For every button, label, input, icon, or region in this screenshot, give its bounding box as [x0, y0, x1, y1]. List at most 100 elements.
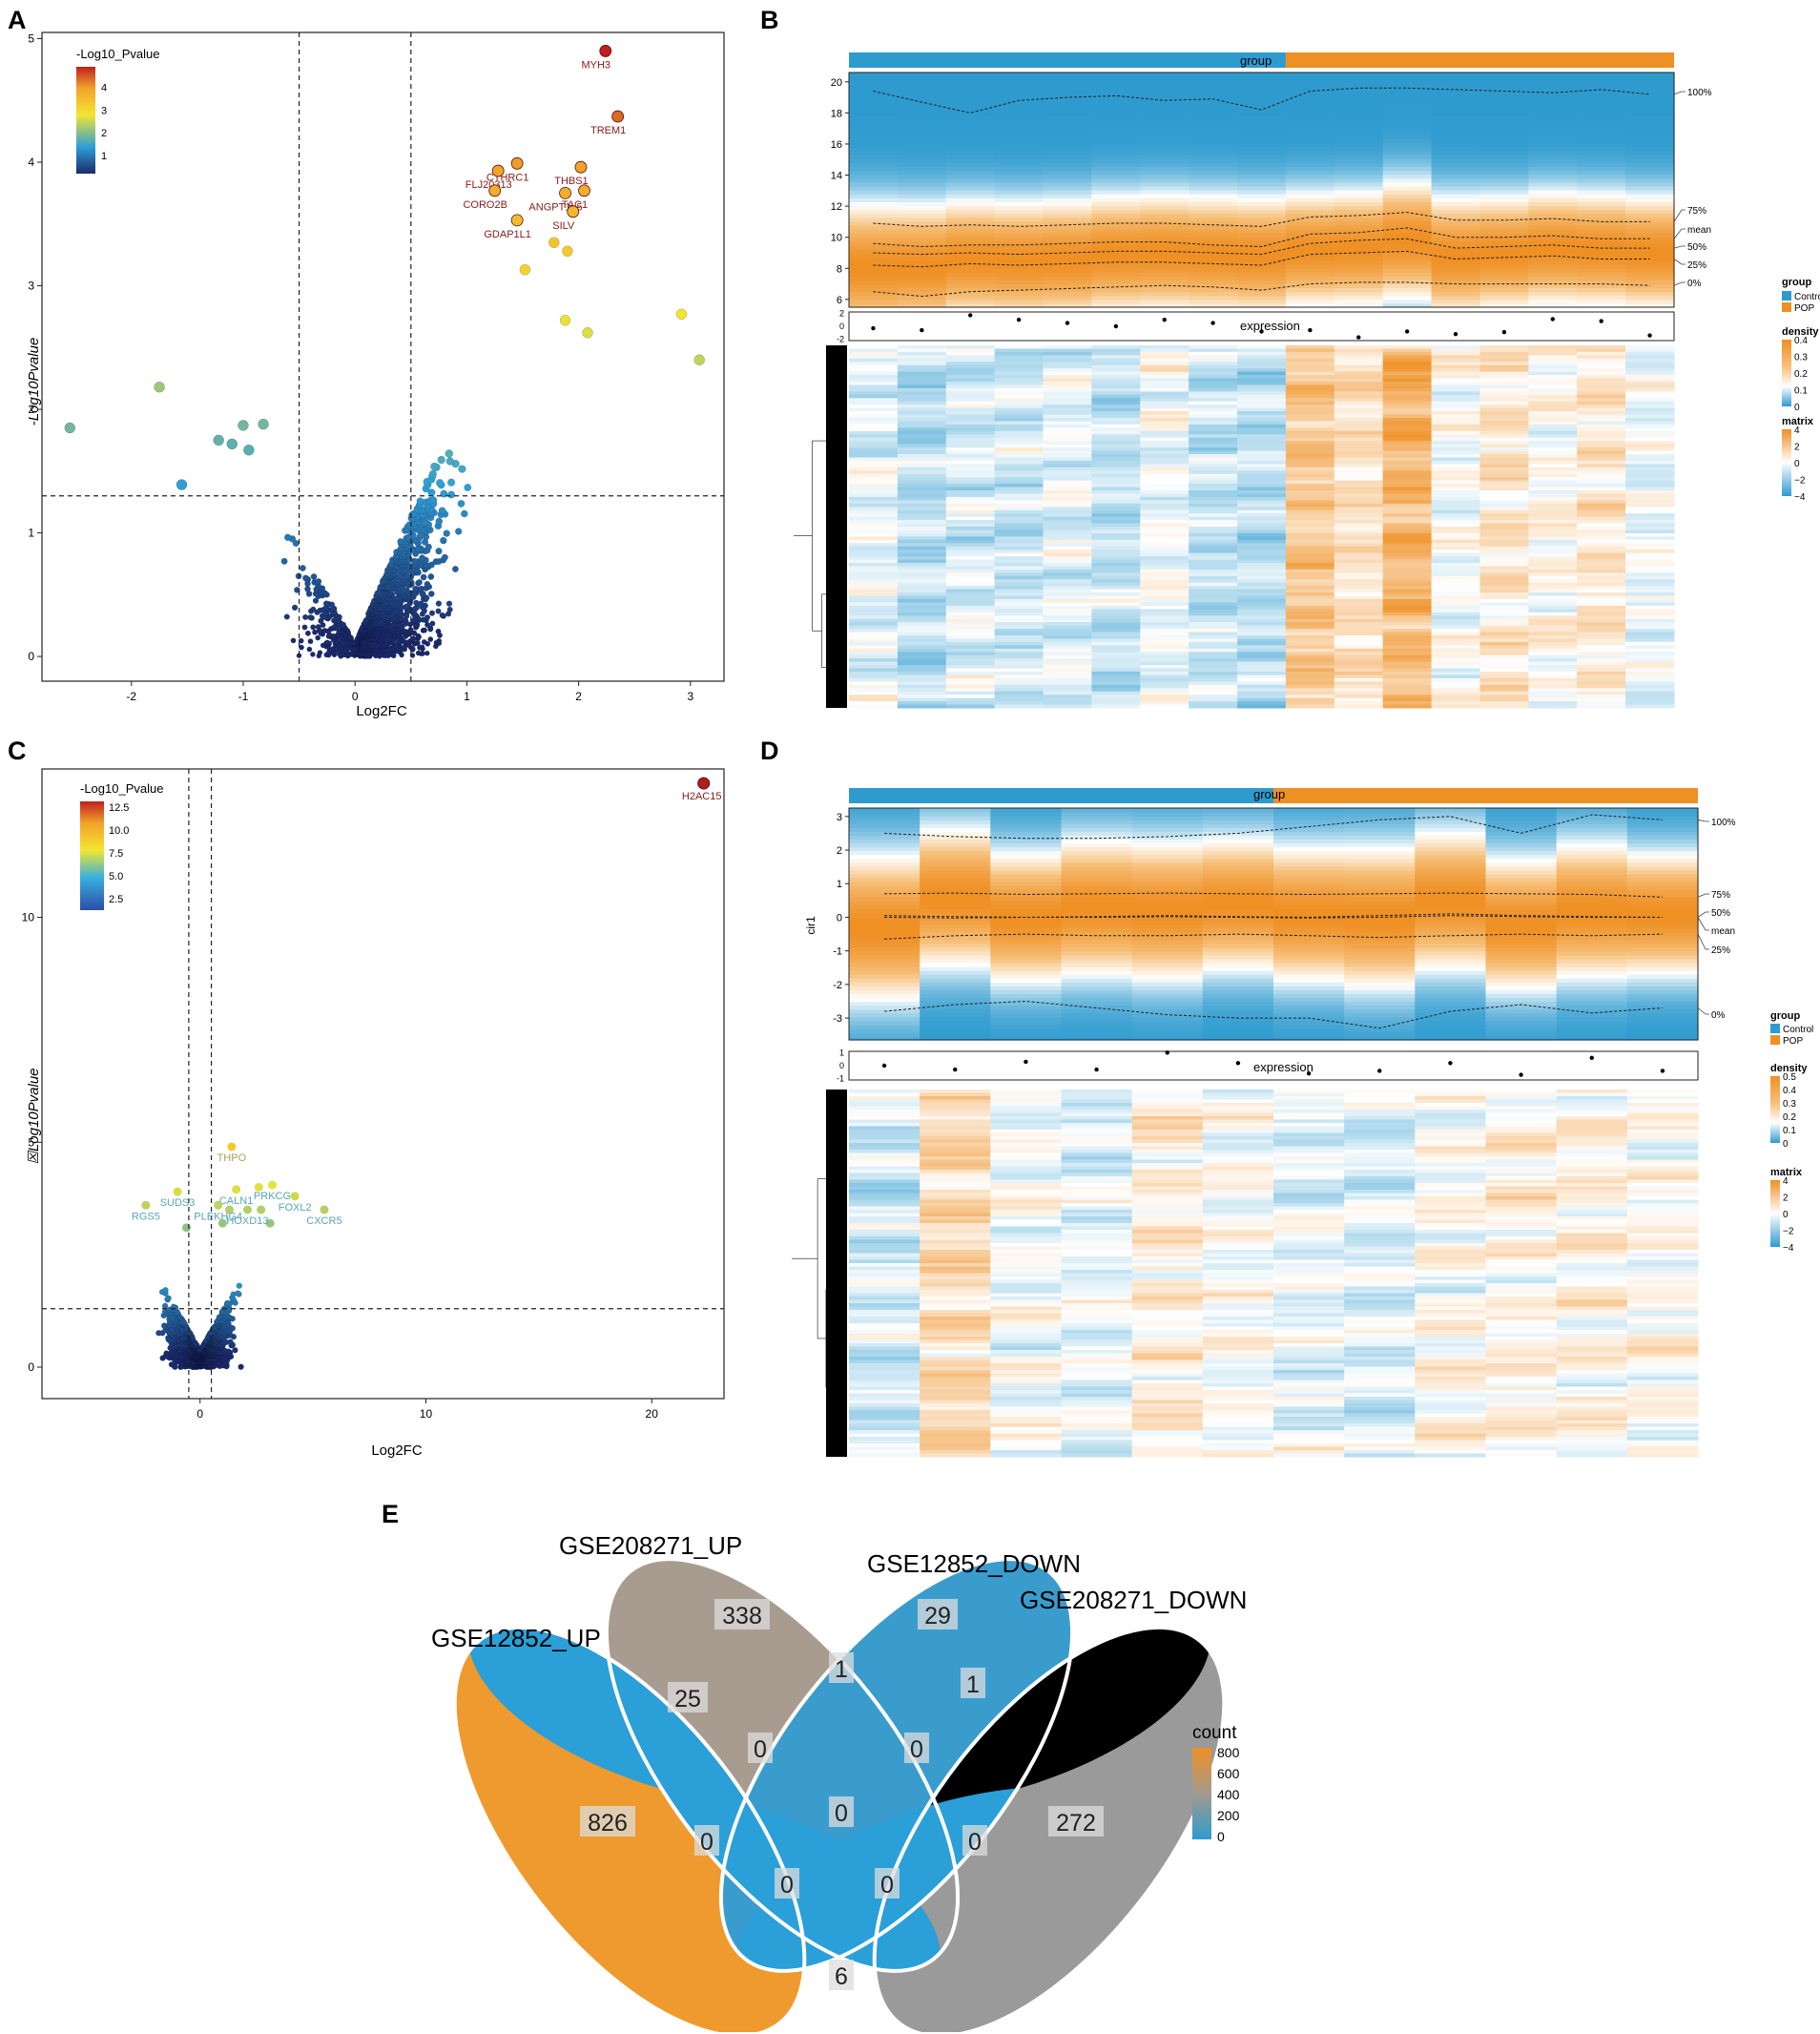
- matrix-cell: [897, 579, 947, 584]
- density-cell: [1140, 107, 1189, 113]
- density-cell: [1237, 73, 1287, 77]
- density-cell: [1140, 73, 1189, 77]
- matrix-cell: [1334, 454, 1384, 458]
- matrix-cell: [1382, 487, 1433, 491]
- matrix-cell: [1043, 345, 1092, 349]
- density-cell: [945, 291, 996, 297]
- density-cell: [1382, 80, 1433, 85]
- density-cell: [1528, 229, 1578, 234]
- matrix-cell: [1479, 586, 1529, 591]
- density-cell: [1043, 181, 1092, 187]
- density-cell: [1625, 76, 1675, 81]
- matrix-cell: [1528, 444, 1578, 448]
- volcano-point: [413, 599, 420, 607]
- matrix-cell: [1431, 358, 1480, 363]
- density-cell: [849, 291, 899, 297]
- matrix-cell: [1140, 384, 1189, 389]
- density-cell: [994, 248, 1044, 254]
- matrix-cell: [1043, 582, 1092, 587]
- matrix-cell: [1140, 539, 1189, 544]
- density-cell: [1334, 146, 1384, 152]
- matrix-cell: [1334, 546, 1384, 550]
- matrix-cell: [945, 398, 996, 403]
- density-cell: [1528, 205, 1578, 211]
- matrix-cell: [1479, 675, 1529, 679]
- matrix-cell: [1091, 536, 1141, 541]
- matrix-cell: [1479, 552, 1529, 557]
- density-cell: [1382, 166, 1433, 172]
- matrix-cell: [1189, 529, 1238, 534]
- density-cell: [1189, 217, 1238, 222]
- matrix-cell: [897, 527, 947, 530]
- matrix-cell: [897, 467, 947, 471]
- density-cell: [1382, 295, 1433, 301]
- matrix-cell: [849, 543, 899, 548]
- density-cell: [1479, 170, 1529, 176]
- density-cell: [1237, 155, 1287, 159]
- matrix-cell: [1479, 566, 1529, 571]
- matrix-cell: [1334, 582, 1384, 587]
- matrix-cell: [1237, 595, 1287, 600]
- density-cell: [1189, 244, 1238, 250]
- density-cell: [1528, 95, 1578, 101]
- matrix-cell: [945, 691, 996, 695]
- density-cell: [849, 194, 899, 198]
- matrix-cell: [1528, 375, 1578, 380]
- density-cell: [1577, 76, 1626, 81]
- density-cell: [1091, 259, 1141, 265]
- matrix-cell: [1528, 364, 1578, 369]
- matrix-cell: [1140, 701, 1189, 706]
- matrix-cell: [945, 437, 996, 442]
- expression-tick-label: -2: [837, 335, 844, 344]
- matrix-cell: [1140, 641, 1189, 646]
- density-cell: [1334, 268, 1384, 273]
- matrix-cell: [1091, 382, 1141, 385]
- matrix-cell: [897, 364, 947, 369]
- matrix-cell: [945, 477, 996, 482]
- density-cell: [1237, 268, 1287, 273]
- density-cell: [1043, 95, 1092, 101]
- density-cell: [1431, 287, 1481, 293]
- density-cell: [1382, 283, 1433, 289]
- density-cell: [849, 233, 899, 238]
- matrix-cell: [1189, 411, 1238, 416]
- matrix-cell: [945, 546, 996, 550]
- matrix-cell: [1091, 391, 1141, 396]
- matrix-cell: [849, 493, 899, 498]
- density-cell: [1625, 155, 1675, 159]
- matrix-cell: [897, 487, 947, 491]
- matrix-cell: [994, 592, 1044, 597]
- density-cell: [994, 146, 1044, 152]
- matrix-cell: [1285, 539, 1335, 544]
- density-cell: [994, 166, 1044, 172]
- row-dendrogram: [794, 345, 847, 708]
- density-cell: [1577, 283, 1626, 289]
- matrix-cell: [1431, 490, 1480, 494]
- matrix-cell: [1382, 364, 1433, 369]
- density-cell: [945, 131, 996, 136]
- matrix-cell: [1334, 618, 1384, 623]
- matrix-cell: [1237, 527, 1287, 530]
- matrix-cell: [1189, 625, 1238, 630]
- density-cell: [849, 166, 899, 172]
- density-cell: [1140, 115, 1189, 120]
- matrix-cell: [1382, 387, 1433, 392]
- density-cell: [1189, 151, 1238, 156]
- matrix-cell: [1285, 641, 1335, 646]
- matrix-cell: [994, 424, 1044, 428]
- density-cell: [849, 268, 899, 273]
- density-cell: [1091, 283, 1141, 289]
- density-cell: [1043, 158, 1092, 163]
- matrix-cell: [897, 401, 947, 405]
- density-cell: [1528, 135, 1578, 140]
- legend-tick-label: 3: [101, 105, 107, 116]
- density-cell: [1091, 190, 1141, 195]
- density-cell: [1431, 233, 1481, 238]
- matrix-cell: [897, 691, 947, 695]
- density-cell: [1479, 95, 1529, 101]
- plot-frame: [41, 31, 725, 682]
- matrix-cell: [1285, 405, 1335, 409]
- matrix-cell: [1140, 550, 1189, 554]
- legend-tick-label: 1: [101, 151, 107, 162]
- matrix-cell: [994, 582, 1044, 587]
